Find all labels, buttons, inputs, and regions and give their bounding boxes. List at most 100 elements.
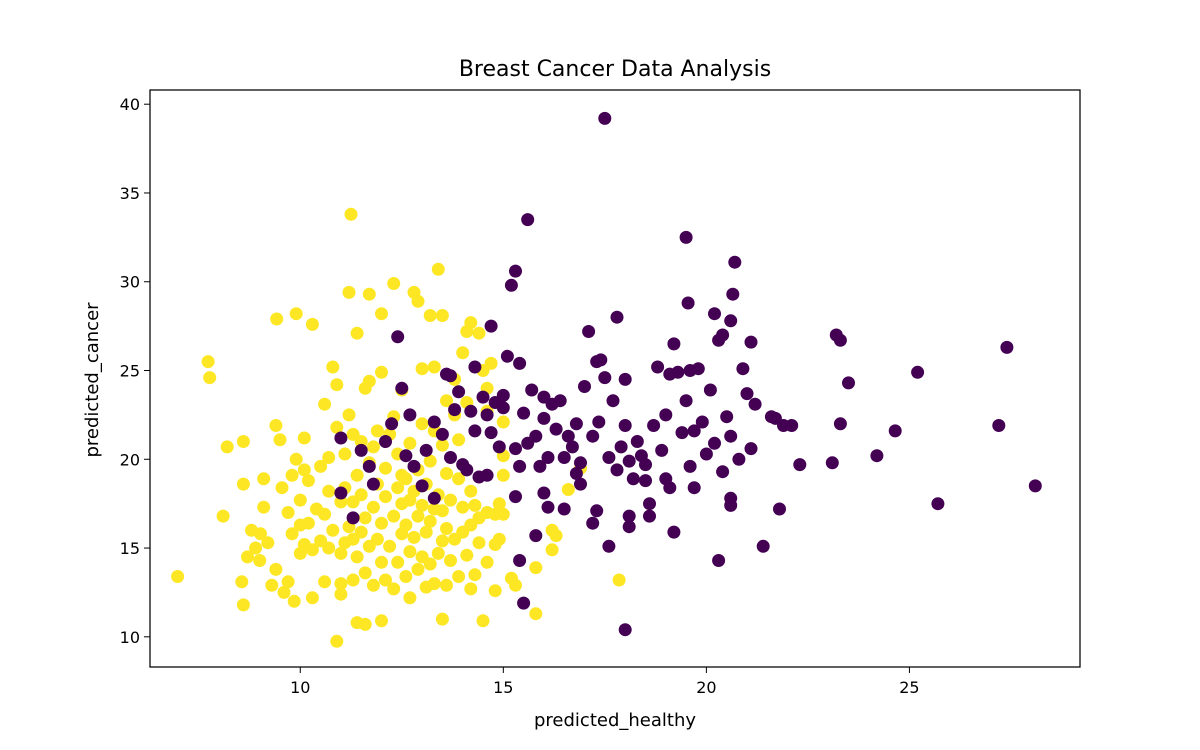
data-point [695,415,709,429]
data-point [671,365,685,379]
data-point [549,422,563,436]
data-point [289,452,303,466]
data-point [724,491,738,505]
data-point [379,435,392,448]
data-point [683,459,697,473]
data-point [553,394,567,408]
data-point [561,429,575,443]
y-tick-label: 25 [120,362,140,381]
data-point [415,498,429,512]
data-point [598,111,612,125]
data-point [297,463,311,477]
data-point [504,278,518,292]
data-point [257,472,271,486]
data-point [606,394,620,408]
data-point [358,511,372,525]
data-point [1000,340,1014,354]
data-point [301,516,315,530]
data-point [289,307,303,321]
data-point [492,532,506,546]
data-point [480,408,494,422]
data-point [565,440,579,454]
data-point [517,596,531,610]
data-point [513,459,527,473]
data-point [610,463,624,477]
data-point [366,578,380,592]
data-point [257,500,271,514]
data-point [281,506,295,519]
data-point [468,360,482,374]
data-point [651,360,665,374]
data-point [366,477,380,491]
data-point [574,477,587,491]
data-point [870,449,884,463]
x-tick-label: 25 [899,678,919,697]
data-point [322,541,336,555]
data-point [732,452,746,466]
data-point [403,591,417,605]
data-point [346,573,360,587]
data-point [375,555,388,569]
x-tick-label: 10 [290,678,310,697]
data-point [728,255,742,269]
data-point [529,607,543,621]
data-point [681,296,695,310]
data-point [509,490,522,504]
data-point [488,584,502,598]
data-point [334,577,348,591]
data-point [305,591,319,605]
data-point [203,371,217,385]
data-point [275,481,289,495]
data-point [411,294,425,308]
data-point [699,447,713,461]
data-point [444,493,457,507]
data-point [509,578,522,592]
data-point [833,417,847,431]
data-point [342,408,356,422]
data-point [594,353,608,367]
data-point [586,516,600,530]
data-point [415,417,429,431]
data-point [387,509,401,523]
data-point [379,490,392,504]
data-point [435,427,449,441]
data-point [476,390,490,404]
data-point [476,614,490,628]
data-point [366,440,380,454]
x-tick-label: 15 [493,678,513,697]
data-point [622,454,636,468]
data-point [375,516,388,530]
data-point [687,481,701,495]
data-point [423,309,437,322]
data-point [456,500,470,514]
data-point [334,431,348,445]
data-point [318,397,332,411]
data-point [334,495,348,509]
data-point [667,337,681,351]
data-point [362,374,376,388]
data-point [460,463,474,477]
data-point [314,459,328,473]
data-point [399,570,413,583]
data-point [618,623,632,637]
x-axis-label: predicted_healthy [534,710,696,731]
data-point [509,442,522,456]
data-point [452,472,466,486]
data-point [716,465,730,479]
data-point [391,555,405,569]
data-point [529,429,543,443]
y-tick-label: 35 [120,184,140,203]
data-point [724,429,738,443]
data-point [287,594,301,608]
data-point [992,419,1006,432]
data-point [529,561,543,575]
data-point [201,355,215,369]
data-point [679,394,693,408]
data-point [362,459,376,473]
x-tick-label: 20 [696,678,716,697]
data-point [440,467,453,480]
data-point [687,424,701,438]
data-point [513,356,527,370]
data-point [569,417,583,431]
data-point [464,484,478,498]
